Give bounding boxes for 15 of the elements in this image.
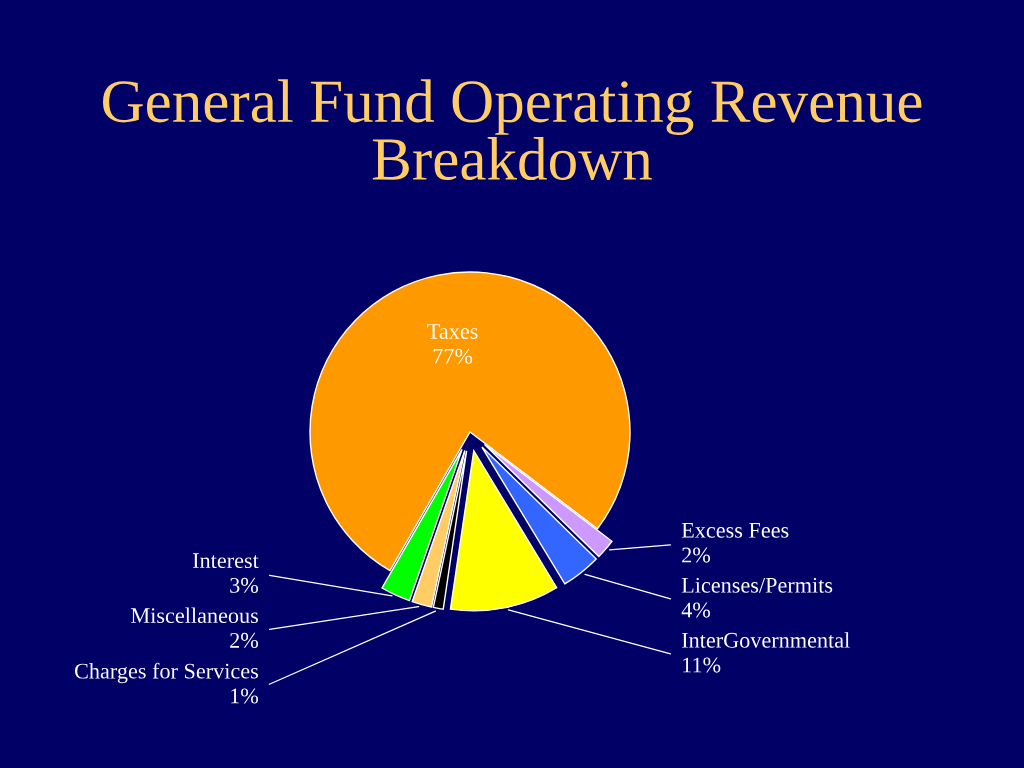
slice-label: Interest [192,553,259,569]
slice-label: Miscellaneous [131,607,258,624]
data-label: 2% [682,547,711,563]
data-label: 4% [681,602,711,618]
data-label: 77% [433,348,473,364]
chart-title: General Fund Operating Revenue Breakdown [102,79,922,181]
data-label: 1% [231,688,259,704]
slice-label: Excess Fees [681,523,789,538]
data-label: 3% [230,577,259,593]
slice-label: Taxes [427,324,478,339]
data-label: 11% [683,657,721,673]
slice-label: InterGovernmental [682,632,850,648]
slice-label: Licenses/Permits [681,577,833,593]
slice-label: Charges for Services [74,662,258,684]
data-label: 2% [230,632,259,648]
